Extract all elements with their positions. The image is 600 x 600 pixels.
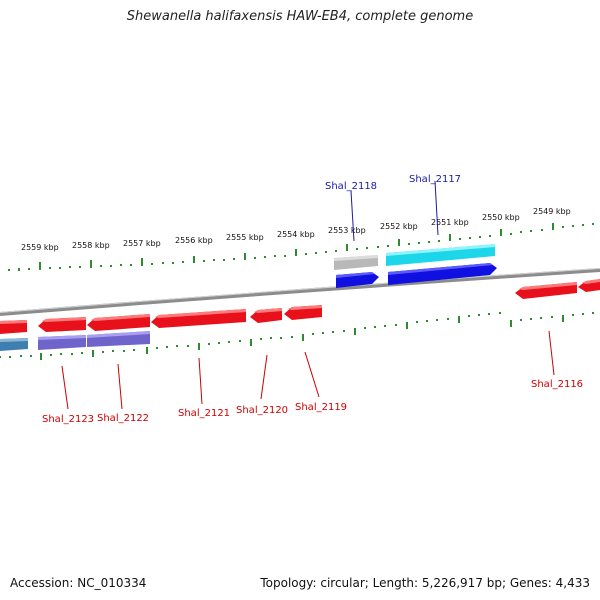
kbp-label: 2550 kbp	[482, 213, 520, 222]
map-title: Shewanella halifaxensis HAW-EB4, complet…	[126, 9, 474, 24]
topology-summary: Topology: circular; Length: 5,226,917 bp…	[260, 576, 590, 590]
gene-label-shal-2119: Shal_2119	[295, 402, 347, 413]
kbp-label: 2552 kbp	[380, 222, 418, 231]
kbp-label: 2558 kbp	[72, 241, 110, 250]
gene-shal-2123[interactable]	[38, 317, 86, 332]
shal-2117-leader	[434, 180, 439, 236]
gene-shal-2117-upper[interactable]	[386, 244, 495, 266]
kbp-label: 2555 kbp	[226, 233, 264, 242]
gene-shal-2119[interactable]	[284, 305, 322, 320]
shal-2118-leader	[350, 190, 355, 242]
upper-tick-track	[8, 223, 594, 271]
genome-backbone	[0, 268, 600, 316]
kbp-label: 2557 kbp	[123, 239, 161, 248]
gene-label-shal-2123: Shal_2123	[42, 414, 94, 425]
shal-2116-leader	[548, 330, 555, 376]
shal-2122-leader	[117, 363, 123, 410]
gene-label-shal-2117: Shal_2117	[409, 174, 461, 185]
kbp-label: 2549 kbp	[533, 207, 571, 216]
gene-shal-2122-lower[interactable]	[87, 331, 150, 347]
gene-label-shal-2121: Shal_2121	[178, 408, 230, 419]
gene-label-shal-2120: Shal_2120	[236, 405, 288, 416]
gene-shal-2116[interactable]	[515, 282, 577, 299]
gene-shal-2117-lower[interactable]	[388, 263, 497, 285]
shal-2121-leader	[198, 357, 203, 405]
accession-text: Accession: NC_010334	[10, 576, 147, 590]
gene-shal-2120[interactable]	[250, 308, 282, 323]
shal-2120-leader	[260, 354, 268, 400]
gene-shal-2121[interactable]	[151, 309, 246, 328]
gene-shal-2118-lower[interactable]	[336, 272, 379, 288]
kbp-label: 2559 kbp	[21, 243, 59, 252]
gene-shal-2123-lower[interactable]	[38, 335, 86, 350]
gene-red-left-edge[interactable]	[0, 320, 27, 334]
gene-label-shal-2122: Shal_2122	[97, 413, 149, 424]
kbp-label: 2554 kbp	[277, 230, 315, 239]
gene-shal-2122[interactable]	[87, 314, 150, 331]
shal-2119-leader	[304, 351, 320, 398]
gene-label-shal-2116: Shal_2116	[531, 379, 583, 390]
gene-shal-2118-upper[interactable]	[334, 255, 378, 270]
kbp-label: 2551 kbp	[431, 218, 469, 227]
kbp-label: 2553 kbp	[328, 226, 366, 235]
lower-tick-track	[0, 312, 594, 360]
kbp-label: 2556 kbp	[175, 236, 213, 245]
shal-2123-leader	[61, 365, 69, 410]
gene-red-right-edge[interactable]	[578, 279, 600, 292]
gene-steel-left-edge[interactable]	[0, 338, 28, 351]
gene-label-shal-2118: Shal_2118	[325, 181, 377, 192]
